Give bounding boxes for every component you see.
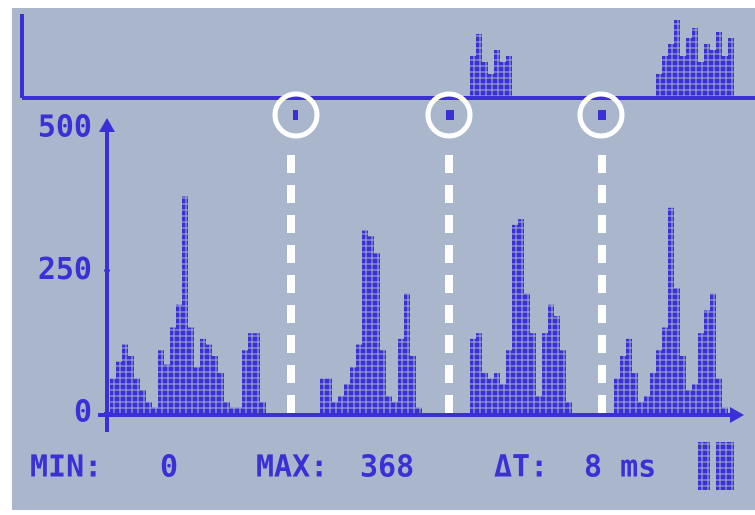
bar	[542, 333, 548, 413]
bar	[644, 396, 650, 413]
bar	[248, 333, 254, 413]
battery-icon	[698, 442, 734, 490]
bar	[674, 288, 680, 413]
bar	[560, 350, 566, 413]
lcd-screen: MIN: 0 MAX: 368 ΔT: 8 ms 0 250 500	[0, 0, 755, 515]
bar	[380, 350, 386, 413]
bar	[200, 339, 206, 413]
min-label: MIN:	[30, 450, 102, 485]
bar	[536, 396, 542, 413]
dt-label: ΔT:	[494, 450, 548, 485]
bar	[182, 196, 188, 413]
bar	[500, 385, 506, 414]
bar	[404, 293, 410, 413]
bar	[242, 350, 248, 413]
bar	[116, 362, 122, 413]
bar	[530, 333, 536, 413]
bar	[518, 219, 524, 413]
bar	[206, 345, 212, 413]
max-label: MAX:	[256, 450, 328, 485]
bar	[656, 350, 662, 413]
bar	[146, 402, 152, 413]
bar	[512, 225, 518, 413]
bar	[662, 328, 668, 414]
bar	[158, 350, 164, 413]
bar	[368, 236, 374, 413]
bar	[680, 356, 686, 413]
bar	[194, 367, 200, 413]
bar	[650, 373, 656, 413]
bar	[392, 402, 398, 413]
y-tick-label: 250	[38, 252, 92, 287]
bar	[686, 390, 692, 413]
bar	[482, 373, 488, 413]
bar	[692, 385, 698, 414]
bar	[488, 379, 494, 413]
bar	[614, 379, 620, 413]
bar	[704, 310, 710, 413]
bar	[398, 339, 404, 413]
bar	[176, 305, 182, 413]
bar	[638, 402, 644, 413]
bar	[170, 328, 176, 414]
min-value: 0	[160, 450, 178, 485]
bar	[722, 407, 728, 413]
bar	[386, 396, 392, 413]
bar	[122, 345, 128, 413]
bar	[140, 390, 146, 413]
bar	[218, 373, 224, 413]
max-value: 368	[360, 450, 414, 485]
bar	[344, 385, 350, 414]
bar	[110, 379, 116, 413]
bar	[554, 316, 560, 413]
bar	[236, 407, 242, 413]
lcd-background	[12, 8, 755, 510]
bar	[128, 356, 134, 413]
bar	[710, 293, 716, 413]
bar	[320, 379, 326, 413]
bar	[350, 367, 356, 413]
bar	[188, 328, 194, 414]
bar	[338, 396, 344, 413]
bar	[254, 333, 260, 413]
bar	[632, 373, 638, 413]
bar	[506, 350, 512, 413]
bar	[356, 345, 362, 413]
bar	[230, 407, 236, 413]
bar	[698, 333, 704, 413]
bar	[212, 356, 218, 413]
bar	[548, 305, 554, 413]
bar	[260, 402, 266, 413]
bar	[626, 339, 632, 413]
page: {"chart_data": {"type": "bar", "color": …	[0, 0, 755, 515]
bar	[332, 402, 338, 413]
bar	[362, 231, 368, 413]
bar	[326, 379, 332, 413]
bar	[470, 339, 476, 413]
bar	[416, 407, 422, 413]
bar	[224, 402, 230, 413]
bar	[410, 356, 416, 413]
bar	[620, 356, 626, 413]
bar	[374, 253, 380, 413]
bar	[494, 373, 500, 413]
bar	[566, 402, 572, 413]
bar	[476, 333, 482, 413]
bar	[134, 379, 140, 413]
y-tick-label: 500	[38, 110, 92, 145]
bar	[524, 293, 530, 413]
dt-value: 8 ms	[584, 450, 656, 485]
bar	[668, 208, 674, 413]
bar	[716, 379, 722, 413]
bar	[152, 407, 158, 413]
bar	[164, 365, 170, 413]
y-tick-label: 0	[74, 395, 92, 430]
